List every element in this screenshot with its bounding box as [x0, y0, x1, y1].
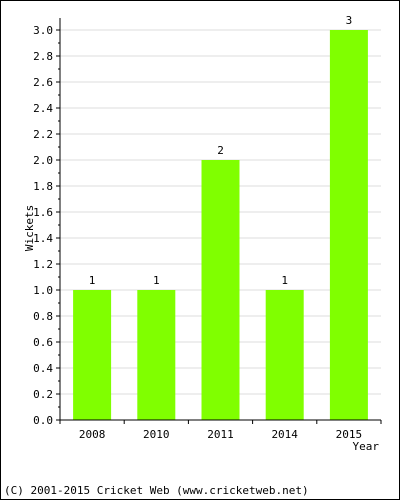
data-label-2014: 1 — [281, 274, 288, 287]
bar-2014 — [265, 290, 304, 420]
y-tick-label: 0.4 — [33, 362, 53, 375]
copyright-footer: (C) 2001-2015 Cricket Web (www.cricketwe… — [4, 484, 309, 497]
y-tick-label: 2.2 — [33, 128, 53, 141]
data-label-2015: 3 — [346, 14, 353, 27]
x-tick-label-2011: 2011 — [207, 428, 234, 441]
data-label-2008: 1 — [89, 274, 96, 287]
y-tick-label: 2.8 — [33, 50, 53, 63]
y-tick-label: 1.8 — [33, 180, 53, 193]
x-tick-label-2014: 2014 — [271, 428, 298, 441]
y-tick-label: 1.4 — [33, 232, 53, 245]
y-axis-title: Wickets — [23, 205, 36, 251]
x-tick-label-2008: 2008 — [79, 428, 106, 441]
bar-2010 — [137, 290, 176, 420]
x-axis-title: Year — [353, 440, 380, 453]
y-tick-label: 1.2 — [33, 258, 53, 271]
y-tick-label: 0.2 — [33, 388, 53, 401]
y-tick-label: 0.0 — [33, 414, 53, 427]
x-tick-label-2015: 2015 — [336, 428, 363, 441]
data-label-2011: 2 — [217, 144, 224, 157]
labels-layer: 0.0 0.2 0.4 0.6 0.8 1.0 1.2 1.4 1.6 1.8 2.0 2.2 2.4 2… — [33, 14, 362, 441]
bars-layer — [73, 30, 368, 420]
y-tick-label: 2.6 — [33, 76, 53, 89]
bar-2011 — [201, 160, 240, 420]
x-tick-label-2010: 2010 — [143, 428, 170, 441]
y-tick-label: 1.6 — [33, 206, 53, 219]
y-tick-label: 2.0 — [33, 154, 53, 167]
y-tick-label: 2.4 — [33, 102, 53, 115]
y-tick-label: 0.8 — [33, 310, 53, 323]
y-tick-label: 3.0 — [33, 24, 53, 37]
bar-2008 — [73, 290, 112, 420]
bar-2015 — [329, 30, 368, 420]
y-tick-label: 1.0 — [33, 284, 53, 297]
axes-layer — [56, 18, 382, 424]
data-label-2010: 1 — [153, 274, 160, 287]
y-tick-label: 0.6 — [33, 336, 53, 349]
